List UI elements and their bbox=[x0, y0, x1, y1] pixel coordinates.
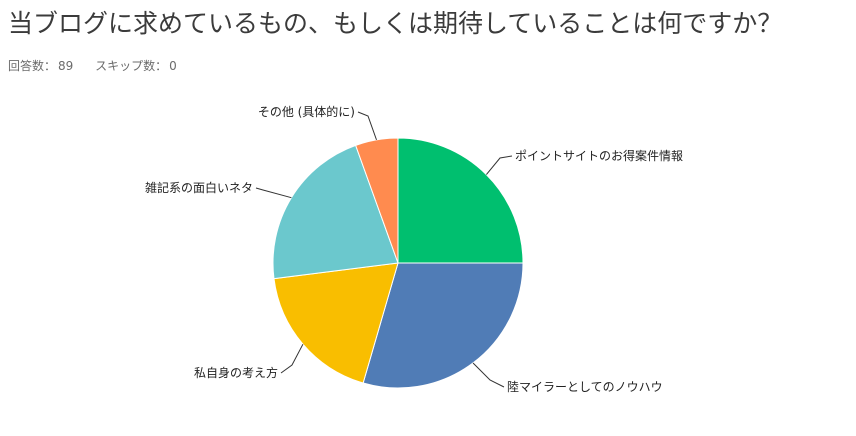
leader-line bbox=[280, 343, 304, 374]
responses-stat: 回答数： 89 bbox=[8, 59, 77, 73]
skips-value: 0 bbox=[169, 59, 177, 73]
pie-slice bbox=[397, 137, 524, 264]
leader-line bbox=[255, 187, 292, 199]
slice-label: 私自身の考え方 bbox=[194, 365, 278, 380]
skips-label: スキップ数： bbox=[95, 59, 168, 73]
question-title: 当ブログに求めているもの、もしくは期待していることは何ですか？ bbox=[8, 9, 783, 38]
responses-value: 89 bbox=[58, 59, 74, 73]
leader-line bbox=[472, 362, 505, 388]
leader-line bbox=[357, 111, 377, 141]
pie-slice bbox=[362, 262, 524, 389]
pie-slice bbox=[272, 144, 399, 280]
skips-stat: スキップ数： 0 bbox=[95, 59, 177, 73]
leader-line bbox=[486, 155, 513, 175]
response-stats: 回答数： 89 スキップ数： 0 bbox=[8, 57, 195, 74]
slice-label: 陸マイラーとしてのノウハウ bbox=[507, 380, 663, 394]
slice-label: その他 (具体的に) bbox=[258, 104, 355, 119]
responses-label: 回答数： bbox=[8, 59, 57, 73]
pie-slice bbox=[355, 137, 399, 264]
slice-label: 雑記系の面白いネタ bbox=[145, 180, 253, 195]
slice-label: ポイントサイトのお得案件情報 bbox=[515, 148, 683, 163]
